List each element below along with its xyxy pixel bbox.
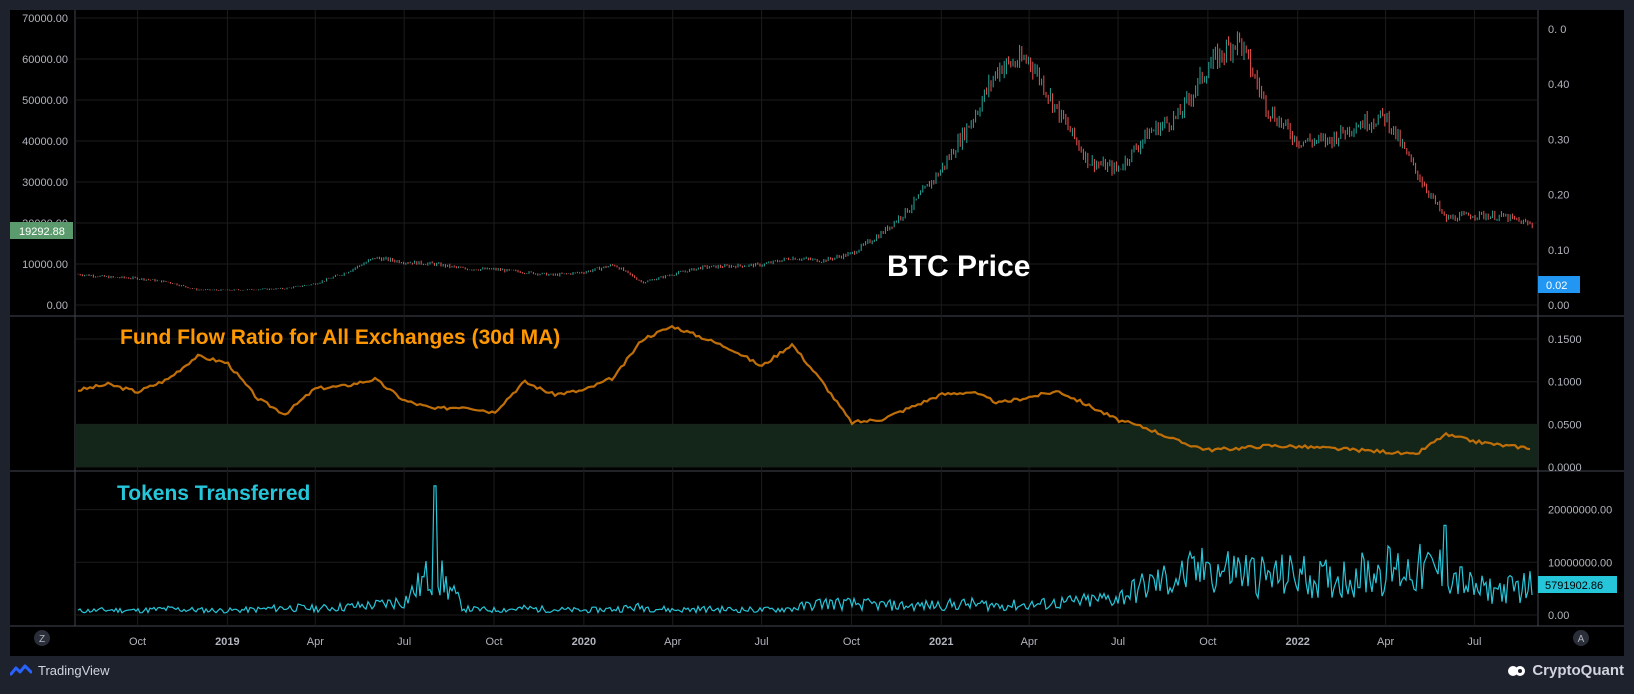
fund-flow-title: Fund Flow Ratio for All Exchanges (30d M…	[120, 326, 560, 349]
axes: 70000.00 60000.00 50000.00 40000.00 30000.00…	[22, 13, 1612, 622]
ratio-tick-label: 0.00	[1548, 300, 1569, 312]
tokens-series	[77, 485, 1533, 615]
ratio-tick-label: 0.10	[1548, 245, 1569, 257]
btc-price-series	[77, 31, 1533, 291]
ratio-tick-label: 0. 0	[1548, 24, 1566, 36]
time-tick-label: Oct	[129, 636, 146, 648]
cryptoquant-icon	[1508, 665, 1526, 676]
price-tick-label: 50000.00	[22, 95, 68, 107]
time-tick-label: Jul	[1467, 636, 1481, 648]
price-last-value-badge: 19292.88	[10, 222, 73, 239]
price-tick-label: 70000.00	[22, 13, 68, 25]
price-tick-label: 0.00	[47, 300, 68, 312]
fund-flow-band	[75, 424, 1538, 467]
time-tick-label: Oct	[485, 636, 502, 648]
fund-flow-tick-label: 0.0000	[1548, 462, 1582, 474]
fund-flow-tick-label: 0.0500	[1548, 419, 1582, 431]
plot-background	[10, 10, 1624, 656]
fund-flow-tick-label: 0.1000	[1548, 377, 1582, 389]
time-tick-label: Jul	[397, 636, 411, 648]
tokens-tick-label: 0.00	[1548, 610, 1569, 622]
tokens-last-value-label: 5791902.86	[1545, 580, 1603, 592]
time-tick-label: Apr	[307, 636, 324, 648]
time-tick-label: Jul	[755, 636, 769, 648]
left-scale-button-label: Z	[39, 634, 45, 645]
tradingview-label: TradingView	[38, 663, 110, 678]
tokens-tick-label: 20000000.00	[1548, 505, 1612, 517]
fund-flow-line	[77, 324, 1531, 456]
ratio-tick-label: 0.40	[1548, 79, 1569, 91]
cryptoquant-label: CryptoQuant	[1532, 662, 1624, 679]
tokens-line	[77, 485, 1533, 615]
time-tick-label: Apr	[664, 636, 681, 648]
price-tick-label: 40000.00	[22, 136, 68, 148]
ratio-tick-label: 0.20	[1548, 190, 1569, 202]
time-tick-label: 2020	[572, 636, 596, 648]
time-tick-label: 2019	[215, 636, 239, 648]
price-tick-label: 60000.00	[22, 54, 68, 66]
tokens-tick-label: 10000000.00	[1548, 557, 1612, 569]
price-last-value-label: 19292.88	[19, 226, 65, 238]
auto-scale-button[interactable]: A	[1573, 630, 1589, 646]
time-tick-label: 2021	[929, 636, 953, 648]
time-tick-label: Apr	[1021, 636, 1038, 648]
ratio-tick-label: 0.30	[1548, 134, 1569, 146]
tradingview-logo[interactable]: TradingView	[10, 663, 110, 678]
ratio-badge: 0.02	[1538, 276, 1580, 293]
cryptoquant-logo: CryptoQuant	[1508, 662, 1624, 679]
tokens-last-value-badge: 5791902.86	[1538, 576, 1617, 593]
grid	[75, 10, 1538, 626]
time-tick-label: 2022	[1285, 636, 1309, 648]
time-tick-label: Oct	[843, 636, 860, 648]
left-scale-button[interactable]: Z	[34, 630, 50, 646]
fund-flow-series	[77, 324, 1531, 456]
price-tick-label: 30000.00	[22, 177, 68, 189]
auto-scale-button-label: A	[1578, 634, 1585, 645]
price-tick-label: 10000.00	[22, 259, 68, 271]
time-axis: Oct 2019 Apr Jul Oct 2020 Apr Jul Oct 2021 Apr Jul O…	[129, 636, 1481, 648]
fund-flow-band-rect	[75, 424, 1538, 467]
tradingview-icon	[10, 664, 32, 675]
btc-price-title: BTC Price	[887, 250, 1030, 283]
time-tick-label: Jul	[1111, 636, 1125, 648]
time-tick-label: Oct	[1199, 636, 1216, 648]
tokens-transferred-title: Tokens Transferred	[117, 482, 310, 505]
time-tick-label: Apr	[1377, 636, 1394, 648]
fund-flow-tick-label: 0.1500	[1548, 334, 1582, 346]
ratio-badge-label: 0.02	[1546, 280, 1567, 292]
